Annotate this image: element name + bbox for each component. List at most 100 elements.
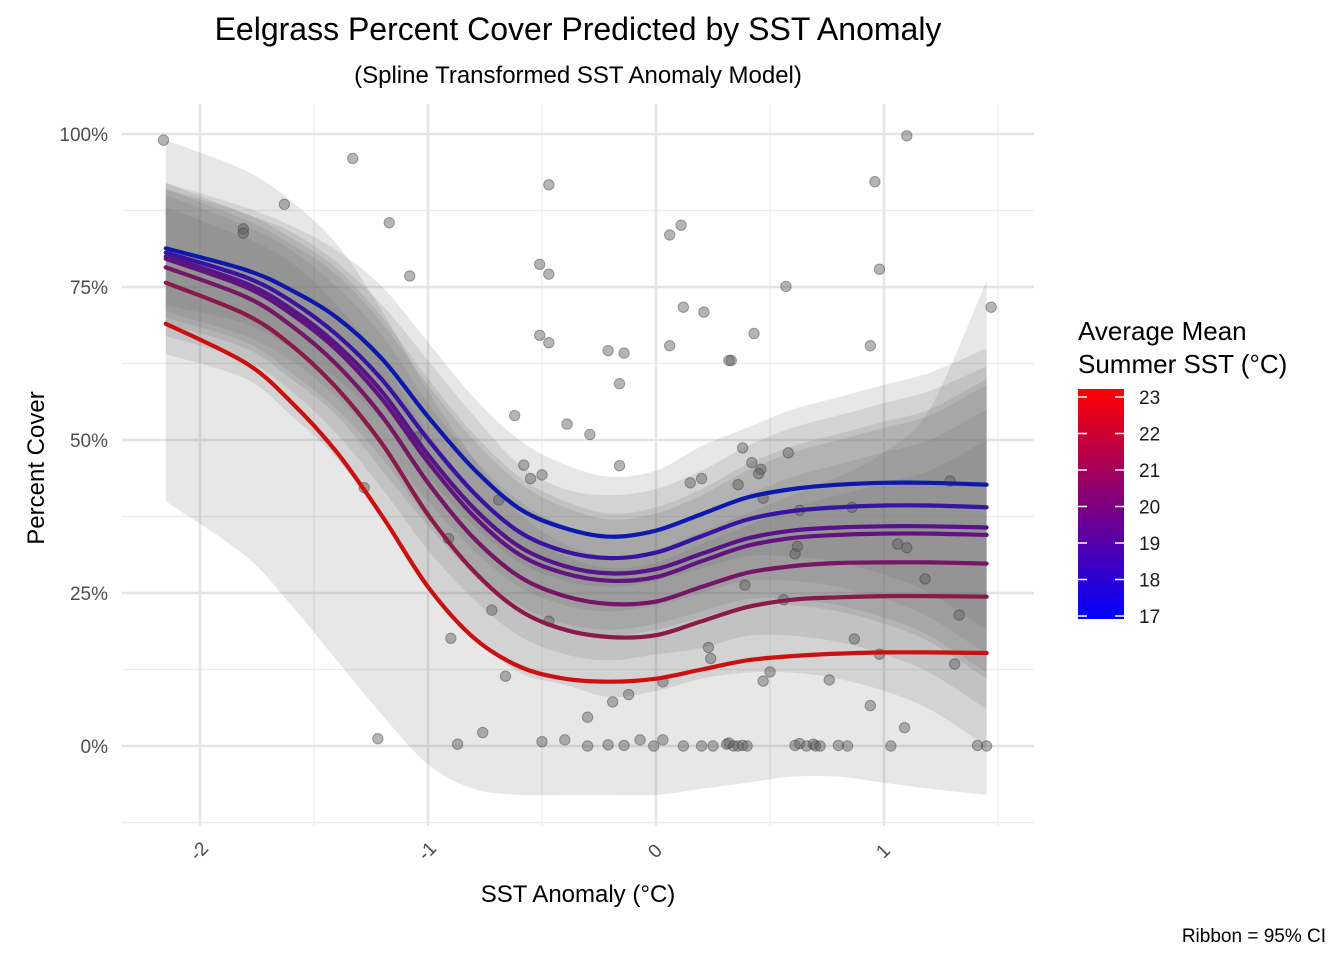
- data-point: [748, 327, 760, 340]
- x-tick-label: 1: [872, 840, 894, 862]
- data-point: [736, 442, 749, 454]
- data-point: [581, 711, 594, 723]
- data-point: [864, 340, 877, 352]
- data-point: [985, 301, 997, 313]
- data-point: [720, 738, 733, 750]
- data-point: [757, 675, 769, 687]
- data-point: [864, 699, 877, 712]
- data-point: [873, 263, 886, 275]
- data-point: [707, 740, 719, 752]
- prediction-line: [163, 265, 989, 607]
- prediction-line: [163, 246, 989, 539]
- data-point: [613, 460, 626, 472]
- y-tick-label: 50%: [70, 431, 108, 452]
- data-point: [695, 740, 708, 752]
- data-point: [727, 740, 740, 752]
- ci-ribbon: [165, 195, 987, 710]
- data-point: [793, 737, 806, 750]
- data-point: [451, 738, 464, 750]
- legend-tick-label: 19: [1139, 534, 1160, 555]
- data-point: [953, 609, 965, 621]
- data-point: [848, 633, 861, 645]
- data-point: [677, 740, 690, 752]
- data-point: [618, 347, 630, 359]
- data-point: [157, 134, 170, 146]
- ci-ribbon: [165, 189, 987, 679]
- data-point: [602, 739, 614, 751]
- data-point: [698, 306, 710, 318]
- data-point: [732, 478, 744, 491]
- data-point: [383, 217, 395, 229]
- legend-tick-label: 22: [1139, 425, 1160, 446]
- data-point: [347, 152, 359, 165]
- y-tick-label: 25%: [70, 584, 108, 605]
- data-point: [800, 740, 813, 752]
- data-point: [534, 258, 546, 271]
- data-point: [869, 176, 881, 188]
- data-point: [404, 270, 416, 282]
- legend-tick-label: 20: [1139, 498, 1160, 519]
- data-point: [736, 739, 749, 752]
- ci-ribbon: [165, 183, 987, 655]
- data-point: [789, 548, 801, 560]
- data-point: [739, 579, 751, 591]
- data-point: [663, 229, 676, 241]
- data-point: [581, 740, 594, 752]
- data-point: [702, 641, 715, 654]
- ci-ribbon: [165, 189, 987, 673]
- data-point: [657, 734, 669, 746]
- prediction-line: [163, 321, 989, 684]
- prediction-line: [163, 254, 989, 576]
- data-point: [559, 734, 571, 746]
- data-point: [807, 738, 820, 750]
- data-point: [780, 280, 792, 293]
- data-point: [841, 740, 854, 752]
- data-point: [677, 301, 690, 313]
- data-point: [832, 739, 845, 752]
- y-tick-label: 100%: [59, 125, 108, 146]
- data-point: [919, 573, 931, 585]
- data-point: [891, 538, 904, 550]
- data-point: [823, 674, 835, 686]
- data-point: [723, 737, 735, 749]
- data-point: [634, 734, 646, 746]
- data-point: [602, 344, 614, 357]
- data-point: [901, 542, 913, 554]
- data-point: [543, 336, 555, 349]
- data-point: [536, 736, 548, 748]
- data-point: [705, 652, 717, 665]
- data-point: [755, 463, 767, 476]
- data-points: [157, 130, 997, 752]
- data-point: [741, 740, 753, 752]
- data-point: [543, 268, 555, 280]
- data-point: [695, 472, 708, 485]
- data-point: [445, 632, 457, 644]
- data-point: [613, 377, 626, 390]
- data-point: [791, 540, 804, 553]
- ci-ribbon: [165, 140, 987, 796]
- y-tick-label: 0%: [81, 737, 109, 758]
- data-point: [814, 740, 826, 752]
- data-point: [764, 666, 776, 678]
- data-point: [725, 354, 737, 367]
- data-point: [648, 740, 660, 752]
- data-point: [477, 726, 489, 739]
- data-point: [372, 732, 384, 745]
- data-point: [885, 740, 897, 752]
- x-axis-ticks: -2 -1 0 1: [186, 838, 895, 865]
- data-point: [789, 739, 801, 752]
- ci-ribbon: [165, 207, 987, 746]
- data-point: [278, 198, 291, 211]
- data-point: [237, 227, 250, 239]
- legend-tick-label: 23: [1139, 388, 1160, 409]
- grid: [122, 104, 1034, 826]
- data-point: [508, 409, 521, 422]
- data-point: [622, 688, 635, 701]
- chart-subtitle: (Spline Transformed SST Anomaly Model): [354, 62, 802, 89]
- data-point: [618, 739, 630, 752]
- x-tick-label: -1: [414, 838, 441, 865]
- legend-ticks: 17 18 19 20 21 22 23: [1078, 388, 1160, 628]
- data-point: [524, 472, 537, 485]
- y-axis-ticks: 0% 25% 50% 75% 100%: [59, 125, 108, 758]
- x-tick-label: 0: [644, 840, 666, 862]
